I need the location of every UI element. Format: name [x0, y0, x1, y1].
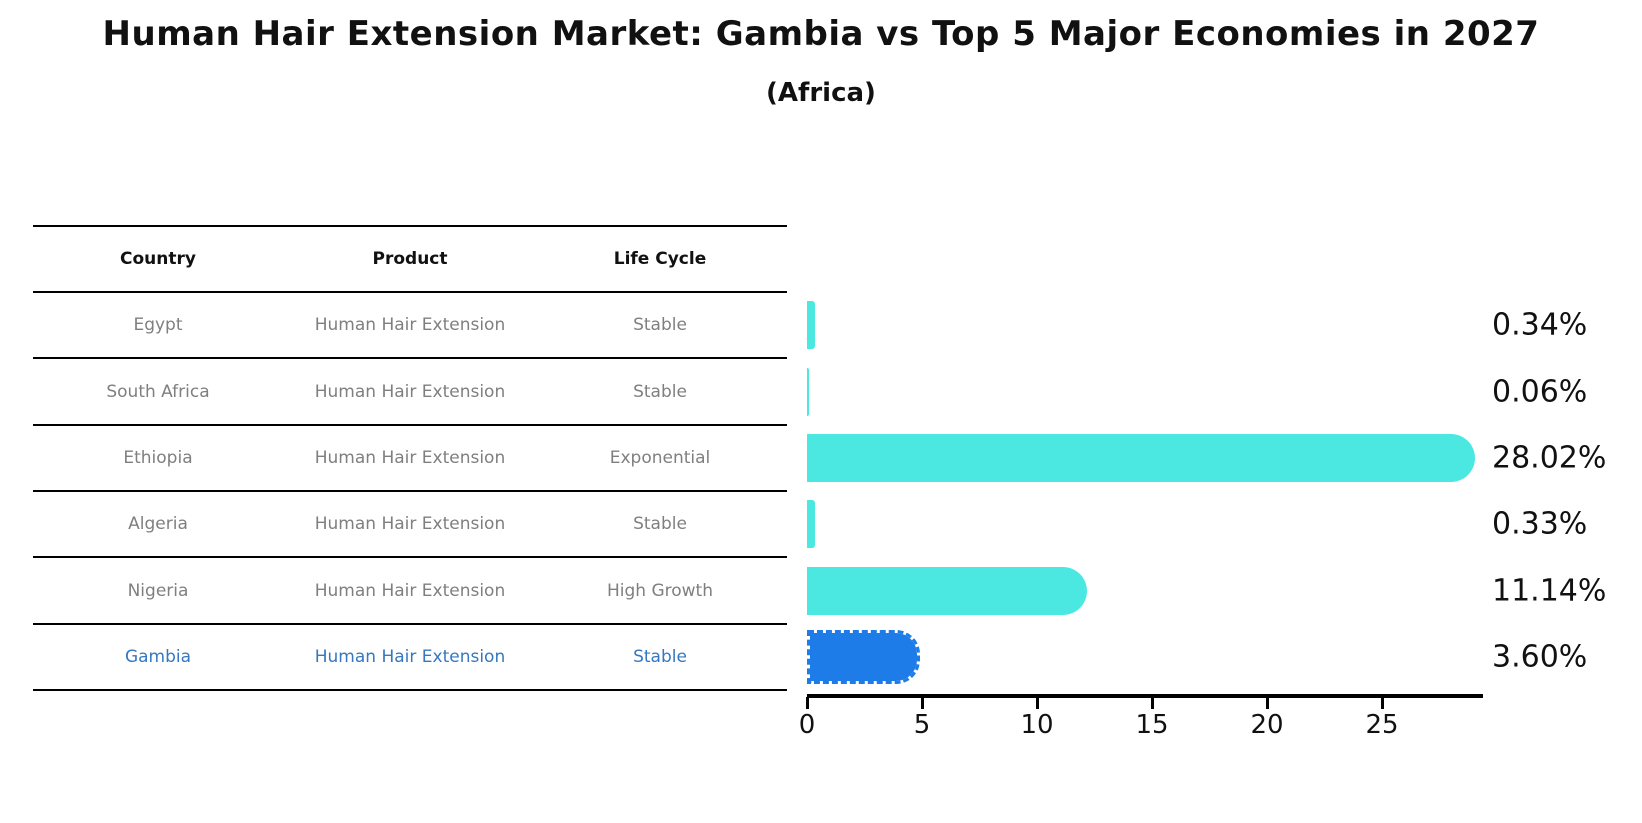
bar-nigeria: [807, 566, 1088, 615]
bar-ethiopia: [807, 433, 1476, 482]
table-cell-product: Human Hair Extension: [314, 315, 506, 336]
bar-gambia: [807, 629, 920, 684]
table-cell-life_cycle: Stable: [633, 315, 687, 336]
table-cell-product: Human Hair Extension: [314, 580, 506, 601]
x-axis-tick-label: 15: [1135, 710, 1169, 740]
x-axis-tick-label: 25: [1365, 710, 1399, 740]
bar-algeria: [807, 500, 815, 549]
x-axis-tick: [1150, 697, 1154, 709]
table-cell-product: Human Hair Extension: [314, 381, 506, 402]
table-cell-country: Ethiopia: [123, 447, 193, 468]
table-cell-life_cycle: Stable: [633, 514, 687, 535]
table-rule: [33, 622, 787, 625]
value-label: 0.34%: [1492, 307, 1588, 343]
column-header-life-cycle: Life Cycle: [613, 249, 707, 269]
bar-south-africa: [807, 367, 809, 416]
value-label: 3.60%: [1492, 639, 1588, 675]
table-rule: [33, 291, 787, 293]
chart-title: Human Hair Extension Market: Gambia vs T…: [102, 14, 1540, 54]
table-cell-product: Human Hair Extension: [314, 646, 506, 667]
table-rule: [33, 225, 787, 227]
x-axis-tick: [1035, 697, 1039, 709]
value-label: 11.14%: [1492, 573, 1607, 608]
value-label: 0.33%: [1492, 506, 1588, 542]
table-cell-country: South Africa: [106, 381, 210, 402]
chart-subtitle: (Africa): [766, 78, 876, 108]
table-cell-product: Human Hair Extension: [314, 447, 506, 468]
value-label: 0.06%: [1492, 374, 1588, 409]
table-cell-country: Nigeria: [127, 580, 189, 601]
table-cell-country: Egypt: [133, 315, 183, 336]
x-axis-tick: [805, 697, 809, 709]
value-label: 28.02%: [1492, 440, 1607, 476]
x-axis-tick: [920, 697, 924, 709]
table-rule: [33, 556, 787, 559]
table-rule: [33, 689, 787, 691]
x-axis-tick-label: 20: [1250, 710, 1284, 740]
table-rule: [33, 357, 787, 360]
x-axis-tick-label: 0: [798, 710, 816, 740]
x-axis-tick: [1380, 697, 1384, 709]
table-cell-life_cycle: High Growth: [606, 580, 714, 601]
table-cell-product: Human Hair Extension: [314, 514, 506, 535]
x-axis-tick-label: 5: [913, 710, 931, 740]
table-cell-country: Gambia: [124, 646, 192, 667]
x-axis-tick-label: 10: [1020, 710, 1054, 740]
table-rule: [33, 490, 787, 492]
x-axis-tick: [1265, 697, 1269, 709]
column-header-country: Country: [120, 249, 196, 269]
bar-egypt: [807, 301, 815, 350]
table-cell-country: Algeria: [128, 514, 188, 535]
table-cell-life_cycle: Exponential: [609, 447, 711, 468]
column-header-product: Product: [372, 249, 448, 269]
table-cell-life_cycle: Stable: [633, 646, 687, 667]
x-axis-line: [807, 694, 1483, 698]
table-rule: [33, 423, 787, 426]
table-cell-life_cycle: Stable: [633, 381, 687, 402]
